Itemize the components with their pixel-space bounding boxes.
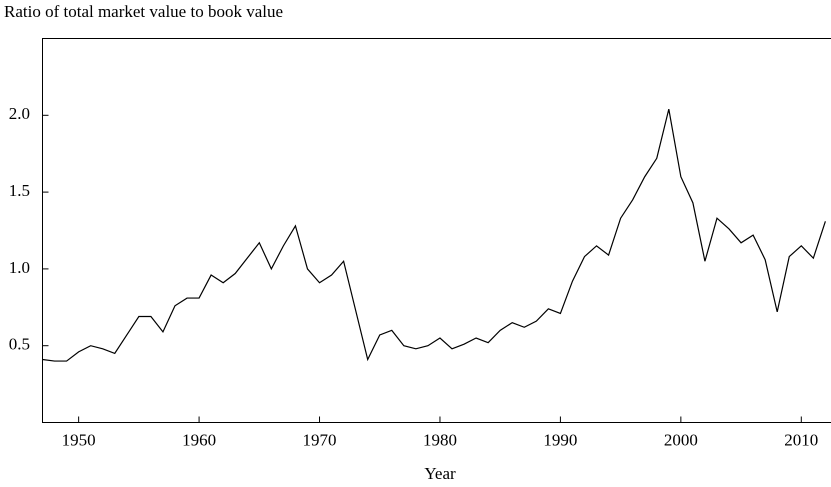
- x-tick-label: 1950: [62, 430, 96, 449]
- x-tick-label: 2000: [664, 430, 698, 449]
- plot-frame: [42, 38, 831, 423]
- x-tick-label: 1970: [303, 430, 337, 449]
- y-tick-label: 0.5: [9, 335, 30, 354]
- y-tick-label: 1.5: [9, 181, 30, 200]
- data-line: [42, 109, 826, 362]
- chart-title: Ratio of total market value to book valu…: [4, 2, 283, 21]
- x-tick-label: 2010: [784, 430, 818, 449]
- y-tick-label: 2.0: [9, 104, 30, 123]
- y-tick-label: 1.0: [9, 258, 30, 277]
- x-tick-label: 1960: [182, 430, 216, 449]
- x-tick-label: 1980: [423, 430, 457, 449]
- x-axis-label: Year: [424, 464, 456, 483]
- x-tick-label: 1990: [543, 430, 577, 449]
